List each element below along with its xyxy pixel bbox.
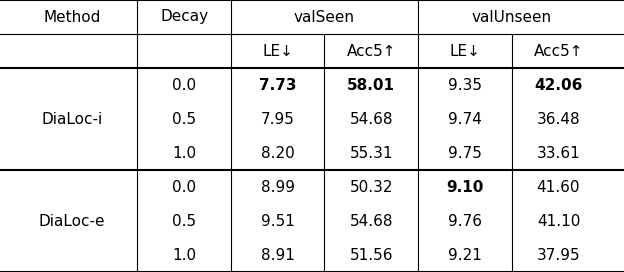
Text: 8.20: 8.20 [261,146,295,160]
Text: 50.32: 50.32 [349,180,393,194]
Text: 0.5: 0.5 [172,214,196,228]
Text: 37.95: 37.95 [537,248,580,262]
Text: Acc5↑: Acc5↑ [534,44,583,58]
Text: 36.48: 36.48 [537,112,580,126]
Text: LE↓: LE↓ [449,44,480,58]
Text: 1.0: 1.0 [172,248,196,262]
Text: 54.68: 54.68 [349,112,393,126]
Text: 8.91: 8.91 [261,248,295,262]
Text: Method: Method [43,10,100,24]
Text: 9.75: 9.75 [448,146,482,160]
Text: Acc5↑: Acc5↑ [346,44,396,58]
Text: 9.21: 9.21 [448,248,482,262]
Text: 7.73: 7.73 [259,78,296,92]
Text: LE↓: LE↓ [262,44,293,58]
Text: 7.95: 7.95 [261,112,295,126]
Text: 0.0: 0.0 [172,78,196,92]
Text: 54.68: 54.68 [349,214,393,228]
Text: 33.61: 33.61 [537,146,580,160]
Text: 9.76: 9.76 [448,214,482,228]
Text: 55.31: 55.31 [349,146,393,160]
Text: 41.60: 41.60 [537,180,580,194]
Text: DiaLoc-i: DiaLoc-i [41,112,102,126]
Text: 42.06: 42.06 [534,78,583,92]
Text: 0.5: 0.5 [172,112,196,126]
Text: 9.35: 9.35 [448,78,482,92]
Text: 9.74: 9.74 [448,112,482,126]
Text: 1.0: 1.0 [172,146,196,160]
Text: DiaLoc-e: DiaLoc-e [39,214,105,228]
Text: 51.56: 51.56 [349,248,393,262]
Text: 41.10: 41.10 [537,214,580,228]
Text: 0.0: 0.0 [172,180,196,194]
Text: 9.51: 9.51 [261,214,295,228]
Text: Decay: Decay [160,10,208,24]
Text: valSeen: valSeen [294,10,355,24]
Text: valUnseen: valUnseen [472,10,552,24]
Text: 9.10: 9.10 [446,180,484,194]
Text: 8.99: 8.99 [261,180,295,194]
Text: 58.01: 58.01 [348,78,395,92]
